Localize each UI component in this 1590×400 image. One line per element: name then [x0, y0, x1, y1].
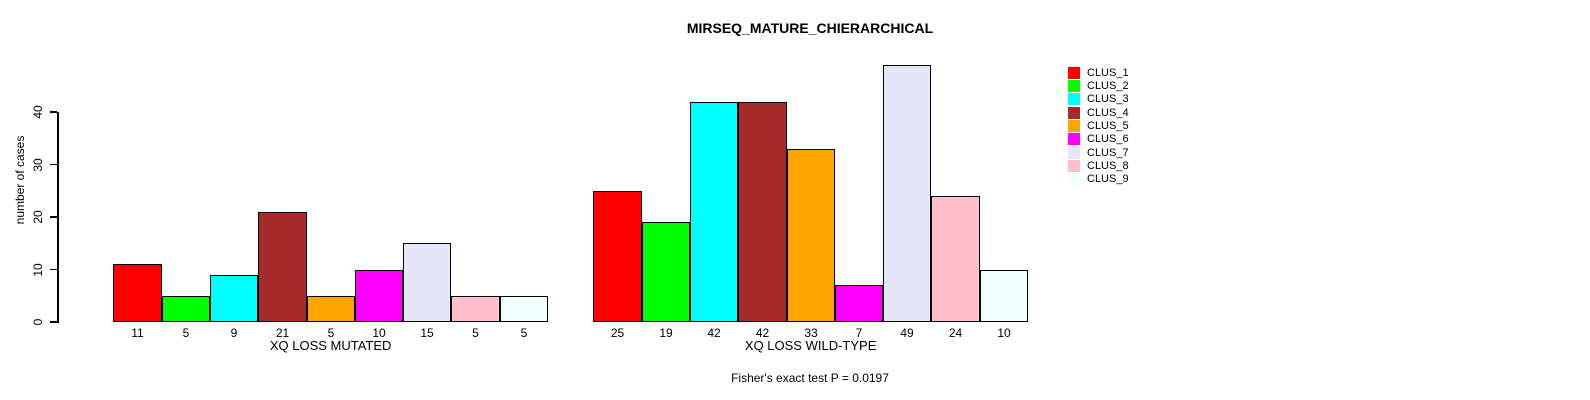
legend-swatch — [1068, 120, 1080, 133]
bar-clus_7-group1 — [403, 243, 451, 322]
legend-item: CLUS_6 — [1068, 133, 1129, 146]
bar-value-label: 25 — [610, 326, 625, 340]
bar-clus_8-group1 — [451, 295, 500, 322]
bar-clus_2-group1 — [162, 295, 210, 322]
legend-swatch — [1068, 106, 1080, 119]
bar-clus_3-group2 — [690, 101, 738, 322]
legend-item: CLUS_7 — [1068, 146, 1129, 159]
group-label: XQ LOSS WILD-TYPE — [744, 338, 877, 353]
legend-label: CLUS_1 — [1087, 66, 1129, 79]
bar-clus_5-group1 — [307, 295, 355, 322]
bar-clus_1-group2 — [593, 190, 642, 322]
bar-value-label: 5 — [182, 326, 190, 340]
bar-value-label: 9 — [230, 326, 238, 340]
bar-value-label: 24 — [948, 326, 963, 340]
bar-value-label: 10 — [372, 326, 386, 340]
legend-item: CLUS_1 — [1068, 66, 1129, 79]
bar-clus_8-group2 — [931, 196, 980, 322]
chart-title: MIRSEQ_MATURE_CHIERARCHICAL — [686, 20, 934, 36]
bar-clus_6-group1 — [355, 269, 403, 322]
legend-label: CLUS_6 — [1087, 133, 1129, 146]
legend-item: CLUS_3 — [1068, 93, 1129, 106]
bar-clus_4-group2 — [738, 101, 787, 322]
y-axis-tick-mark — [50, 163, 57, 166]
y-axis-tick-label: 30 — [31, 157, 45, 172]
legend-label: CLUS_9 — [1087, 173, 1129, 186]
bar-value-label: 5 — [520, 326, 528, 340]
bar-value-label: 10 — [997, 326, 1011, 340]
y-axis-tick-label: 10 — [31, 262, 45, 277]
bar-value-label: 15 — [420, 326, 434, 340]
group-label: XQ LOSS MUTATED — [269, 338, 392, 353]
legend-label: CLUS_5 — [1087, 120, 1129, 133]
bar-value-label: 5 — [472, 326, 479, 340]
legend-swatch — [1068, 160, 1080, 173]
legend-item: CLUS_9 — [1068, 173, 1129, 186]
legend-swatch — [1068, 66, 1080, 79]
legend-label: CLUS_2 — [1087, 80, 1129, 93]
bar-value-label: 7 — [855, 326, 863, 340]
legend-swatch — [1068, 93, 1080, 106]
bar-value-label: 21 — [275, 326, 290, 340]
bar-value-label: 33 — [804, 326, 818, 340]
y-axis-tick-mark — [50, 111, 57, 113]
y-axis-tick-label: 20 — [31, 210, 45, 224]
y-axis-label: number of cases — [13, 135, 27, 225]
legend: CLUS_1 CLUS_2 CLUS_3 CLUS_4 CLUS_5 CLUS_6 CLUS… — [1068, 66, 1129, 186]
y-axis-tick-mark — [50, 268, 57, 271]
bar-value-label: 42 — [707, 326, 721, 340]
y-axis-tick-label: 40 — [31, 105, 45, 119]
y-axis-tick-label: 0 — [31, 318, 45, 326]
legend-item: CLUS_4 — [1068, 106, 1129, 119]
bar-clus_4-group1 — [258, 211, 307, 322]
legend-swatch — [1068, 146, 1080, 159]
legend-label: CLUS_3 — [1087, 93, 1129, 106]
y-axis-tick-mark — [50, 216, 57, 218]
legend-swatch — [1068, 133, 1080, 146]
y-axis-tick-mark — [50, 321, 57, 323]
bar-clus_9-group2 — [980, 269, 1028, 322]
bar-clus_7-group2 — [883, 64, 931, 322]
legend-label: CLUS_4 — [1087, 106, 1129, 119]
bar-clus_6-group2 — [835, 285, 883, 322]
bar-value-label: 49 — [900, 326, 914, 340]
annotation-text: Fisher's exact test P = 0.0197 — [731, 371, 889, 385]
bar-value-label: 42 — [755, 326, 770, 340]
bar-value-label: 11 — [131, 326, 144, 340]
bar-value-label: 19 — [659, 326, 673, 340]
legend-swatch — [1068, 80, 1080, 93]
bar-clus_3-group1 — [210, 274, 258, 322]
bar-clus_2-group2 — [642, 222, 690, 322]
bar-clus_1-group1 — [113, 264, 162, 322]
bar-value-label: 5 — [327, 326, 335, 340]
legend-item: CLUS_8 — [1068, 159, 1129, 173]
legend-item: CLUS_2 — [1068, 79, 1129, 93]
legend-swatch — [1068, 173, 1080, 186]
y-axis-line — [57, 112, 59, 323]
legend-label: CLUS_7 — [1087, 146, 1129, 159]
bar-clus_5-group2 — [787, 148, 835, 322]
bar-clus_9-group1 — [500, 295, 548, 322]
legend-label: CLUS_8 — [1087, 160, 1129, 173]
legend-item: CLUS_5 — [1068, 119, 1129, 133]
